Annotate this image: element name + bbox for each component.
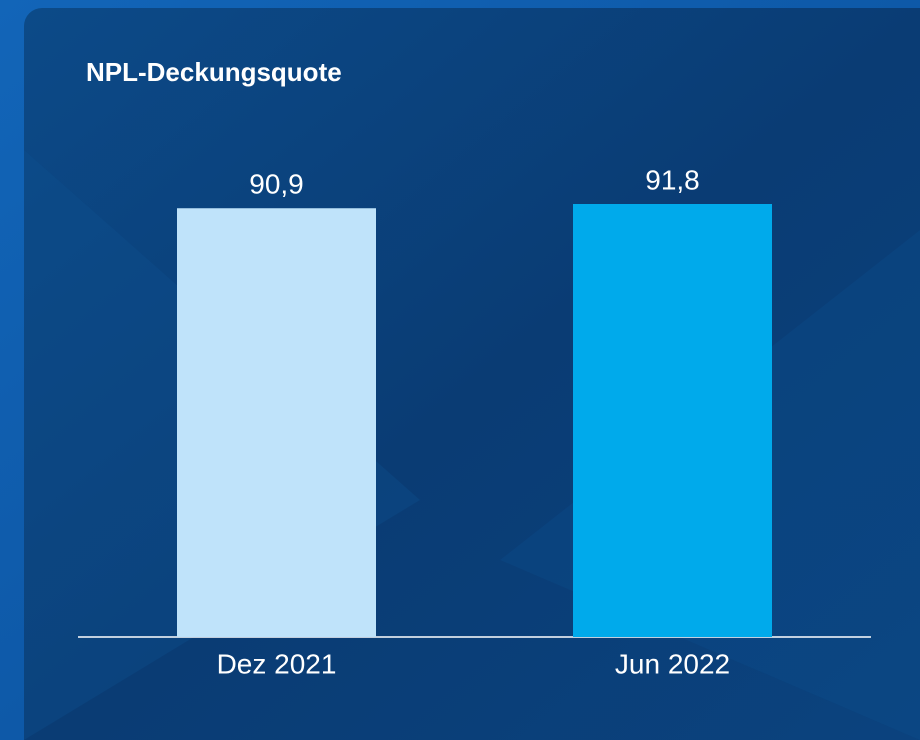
bar [573, 204, 772, 637]
x-tick-label: Dez 2021 [217, 648, 337, 679]
value-label: 90,9 [249, 169, 304, 200]
value-label: 91,8 [645, 164, 700, 195]
x-tick-label: Jun 2022 [615, 648, 730, 679]
bar [177, 208, 376, 637]
chart-title: NPL-Deckungsquote [86, 57, 342, 87]
